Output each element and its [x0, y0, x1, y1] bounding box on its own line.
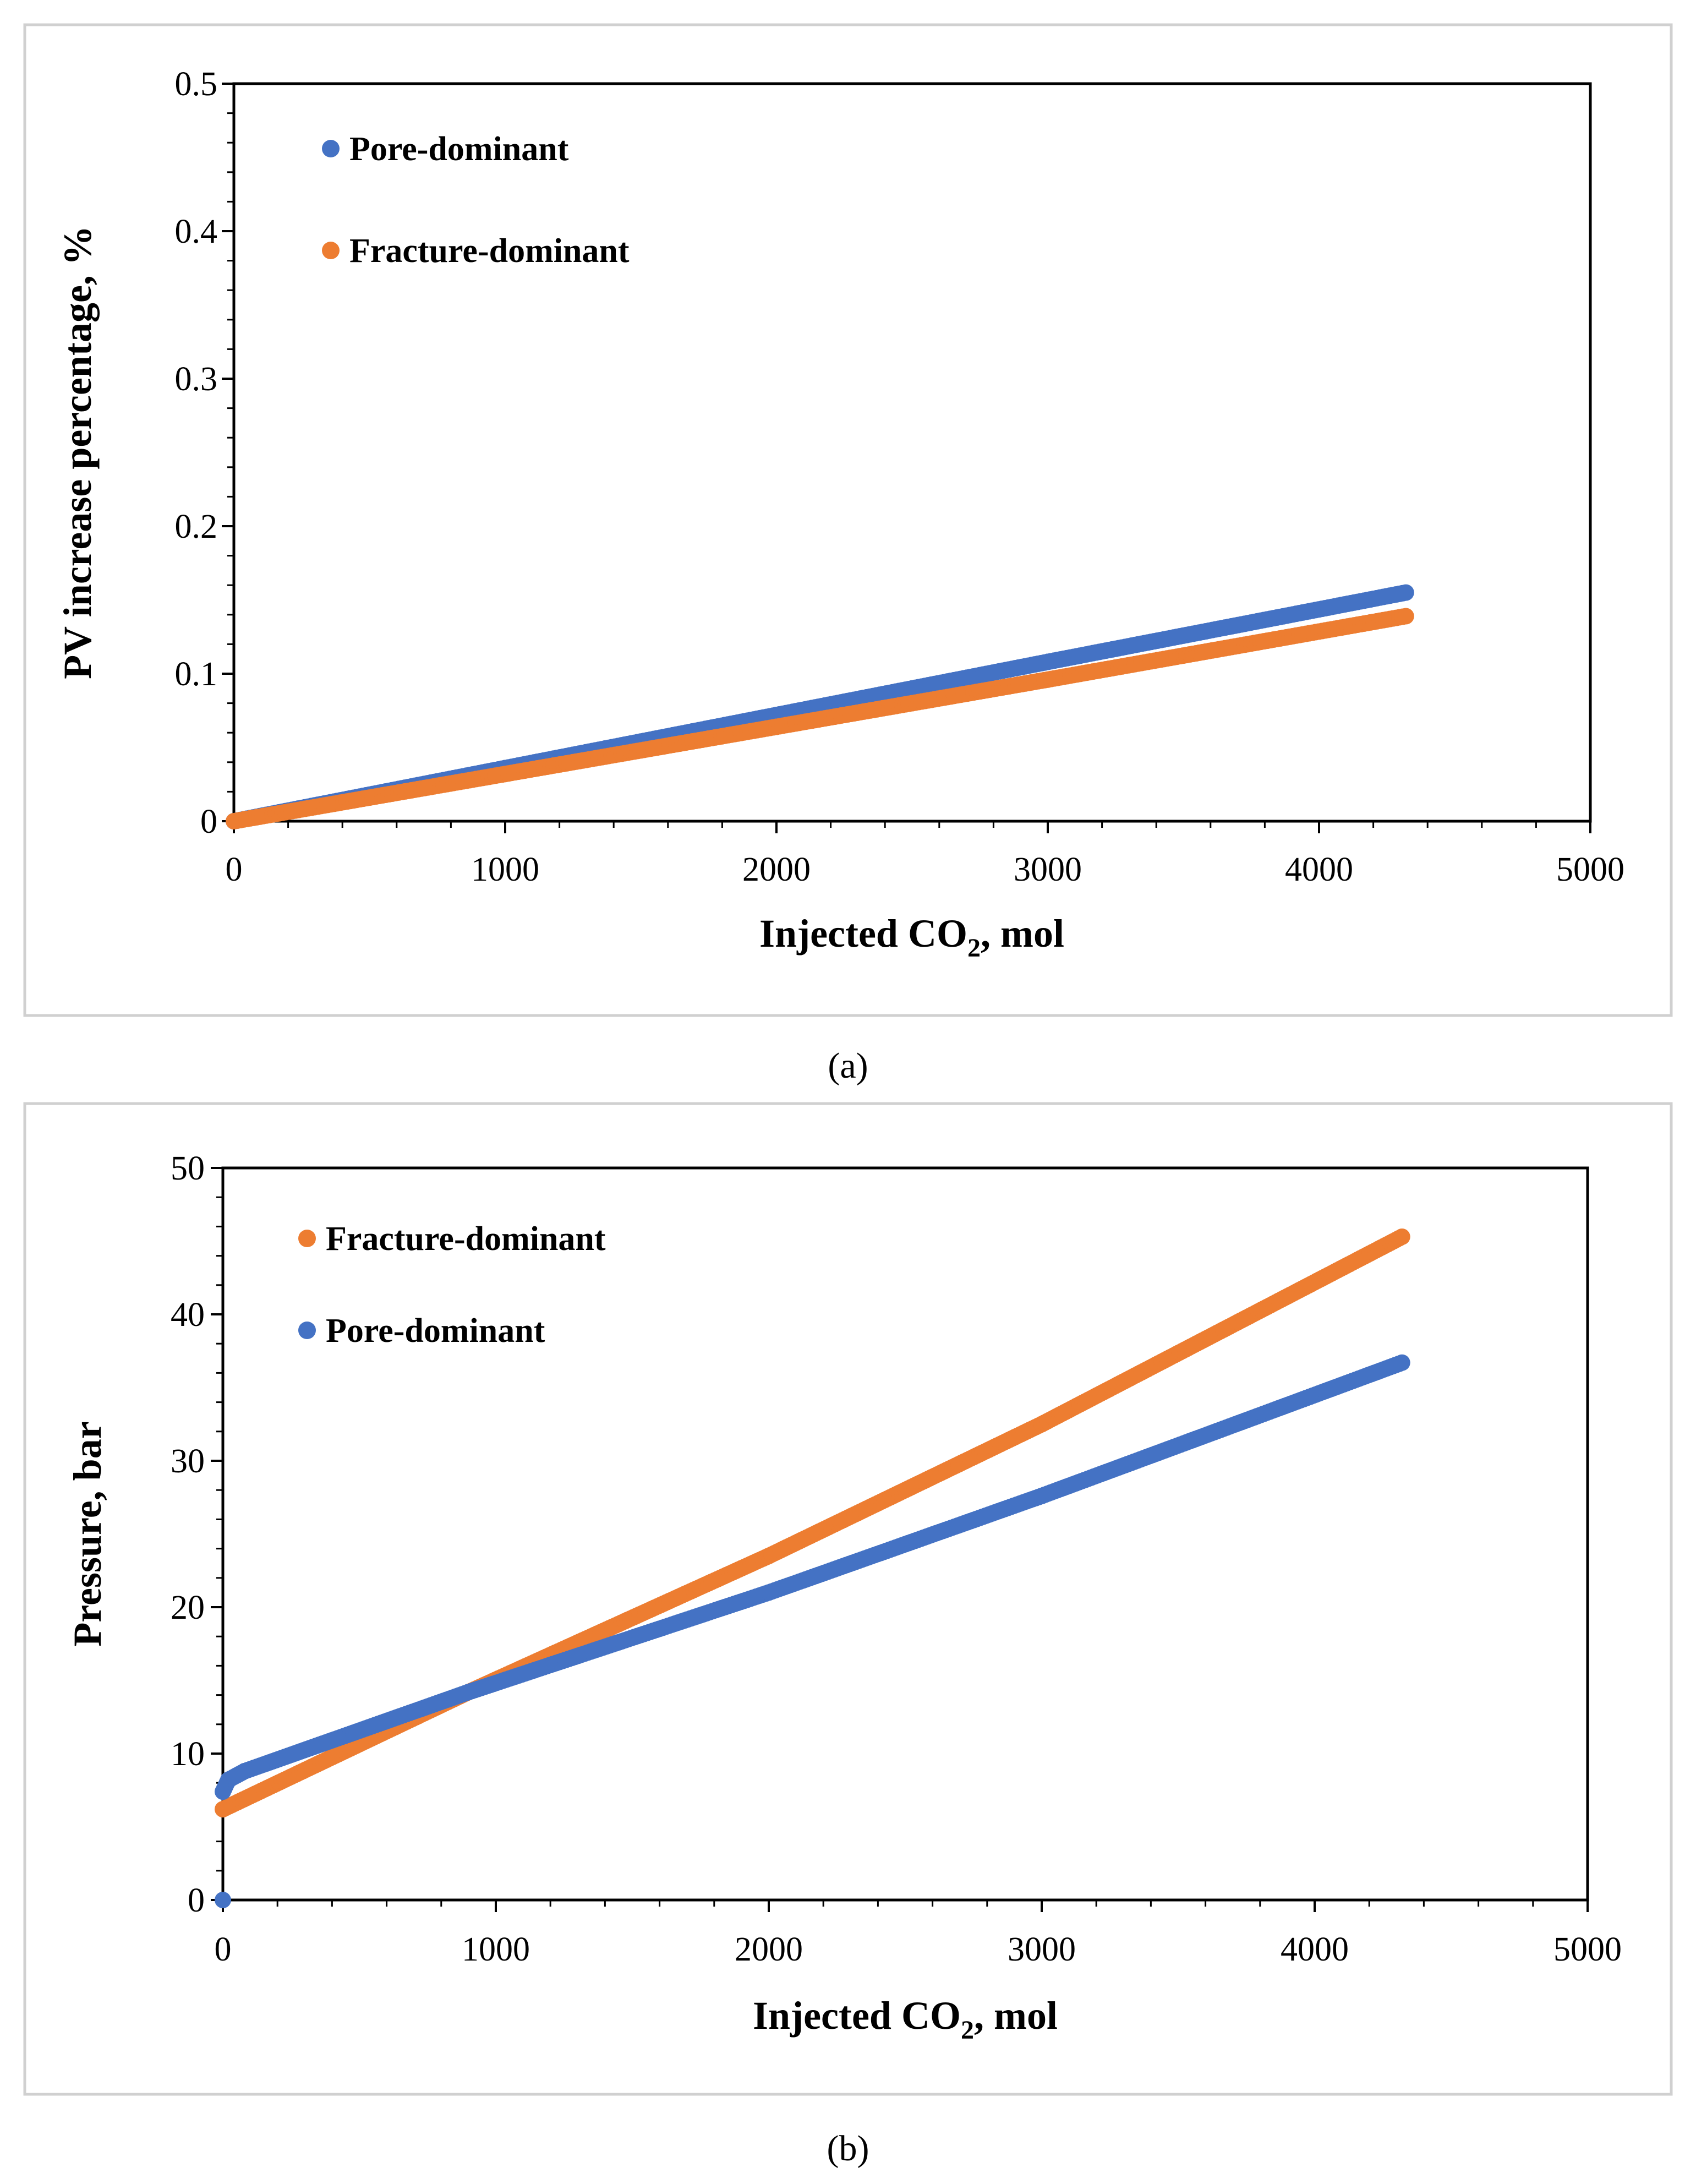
y-tick-label: 20	[171, 1589, 205, 1626]
data-point	[1393, 1228, 1410, 1246]
legend-marker-fracture-a	[322, 242, 340, 259]
legend-label-fracture-b: Fracture-dominant	[326, 1220, 606, 1258]
legend-a: Pore-dominant Fracture-dominant	[322, 130, 630, 270]
y-axis-ticks-b: 0 10 20 30 40 50	[171, 1150, 223, 1919]
x-tick-label: 0	[215, 1931, 232, 1968]
x-tick-label: 1000	[471, 851, 539, 888]
y-tick-label: 50	[171, 1150, 205, 1187]
x-tick-label: 3000	[1008, 1931, 1076, 1968]
legend-marker-fracture-b	[298, 1230, 316, 1247]
x-tick-label: 2000	[742, 851, 811, 888]
series-fracture-dominant	[226, 608, 1414, 829]
panel-a: 0 0.1 0.2 0.3 0.4 0.5 0 1000 2000 3000 4000 5000 P…	[23, 23, 1673, 1017]
x-axis-ticks-b: 0 1000 2000 3000 4000 5000	[215, 1900, 1622, 1968]
series-pore-dominant	[215, 1354, 1410, 1908]
plot-area-a	[232, 82, 1592, 823]
series-marks-b	[215, 1228, 1410, 1908]
y-tick-label: 40	[171, 1296, 205, 1334]
legend-label-pore-a: Pore-dominant	[349, 130, 569, 168]
plot-area-b	[221, 1166, 1589, 1902]
caption-b: (b)	[827, 2128, 869, 2169]
chart-frame-a	[23, 23, 1673, 1017]
y-tick-label: 0	[200, 803, 217, 840]
y-axis-ticks-a: 0 0.1 0.2 0.3 0.4 0.5	[175, 65, 234, 840]
panel-b: 0 10 20 30 40 50 0 1000 2000 3000 4000 5000 Fractu…	[23, 1102, 1673, 2096]
x-tick-label: 5000	[1553, 1931, 1622, 1968]
data-point	[1393, 1354, 1410, 1371]
legend-label-fracture-a: Fracture-dominant	[349, 232, 630, 270]
y-axis-label-b: Pressure, bar	[65, 1421, 110, 1646]
y-tick-label: 0	[188, 1882, 205, 1919]
x-axis-label-a: Injected CO2, mol	[759, 911, 1064, 963]
data-point	[1397, 584, 1414, 601]
x-tick-label: 1000	[462, 1931, 530, 1968]
x-tick-label: 3000	[1014, 851, 1082, 888]
x-tick-label: 2000	[735, 1931, 803, 1968]
x-tick-label: 4000	[1285, 851, 1353, 888]
x-axis-label-rest-b: , mol	[974, 1994, 1058, 2038]
legend-marker-pore-b	[298, 1322, 316, 1339]
x-axis-label-main-b: Injected CO	[753, 1994, 961, 2038]
series-marks-a	[226, 584, 1414, 829]
y-tick-label: 0.2	[175, 508, 218, 545]
x-axis-label-rest-a: , mol	[981, 911, 1064, 956]
y-tick-label: 30	[171, 1443, 205, 1480]
y-tick-label: 10	[171, 1735, 205, 1773]
x-tick-label: 0	[226, 851, 243, 888]
data-point	[215, 1892, 231, 1908]
chart-frame-b	[23, 1102, 1673, 2096]
data-point	[1397, 608, 1414, 625]
y-tick-label: 0.4	[175, 213, 218, 250]
legend-b: Fracture-dominant Pore-dominant	[298, 1220, 606, 1350]
caption-a: (a)	[828, 1046, 868, 1086]
y-tick-label: 0.5	[175, 65, 218, 103]
legend-marker-pore-a	[322, 140, 340, 157]
y-tick-label: 0.1	[175, 656, 218, 693]
y-axis-label-a: PV increase percentage, %	[56, 226, 100, 679]
x-axis-ticks-a: 0 1000 2000 3000 4000 5000	[226, 821, 1624, 888]
x-axis-label-main-a: Injected CO	[759, 911, 967, 956]
legend-label-pore-b: Pore-dominant	[326, 1312, 545, 1350]
x-axis-label-sub-b: 2	[961, 2016, 974, 2045]
x-axis-label-sub-a: 2	[967, 933, 981, 963]
x-tick-label: 5000	[1556, 851, 1624, 888]
x-axis-label-b: Injected CO2, mol	[753, 1994, 1058, 2045]
y-tick-label: 0.3	[175, 361, 218, 398]
x-tick-label: 4000	[1281, 1931, 1349, 1968]
